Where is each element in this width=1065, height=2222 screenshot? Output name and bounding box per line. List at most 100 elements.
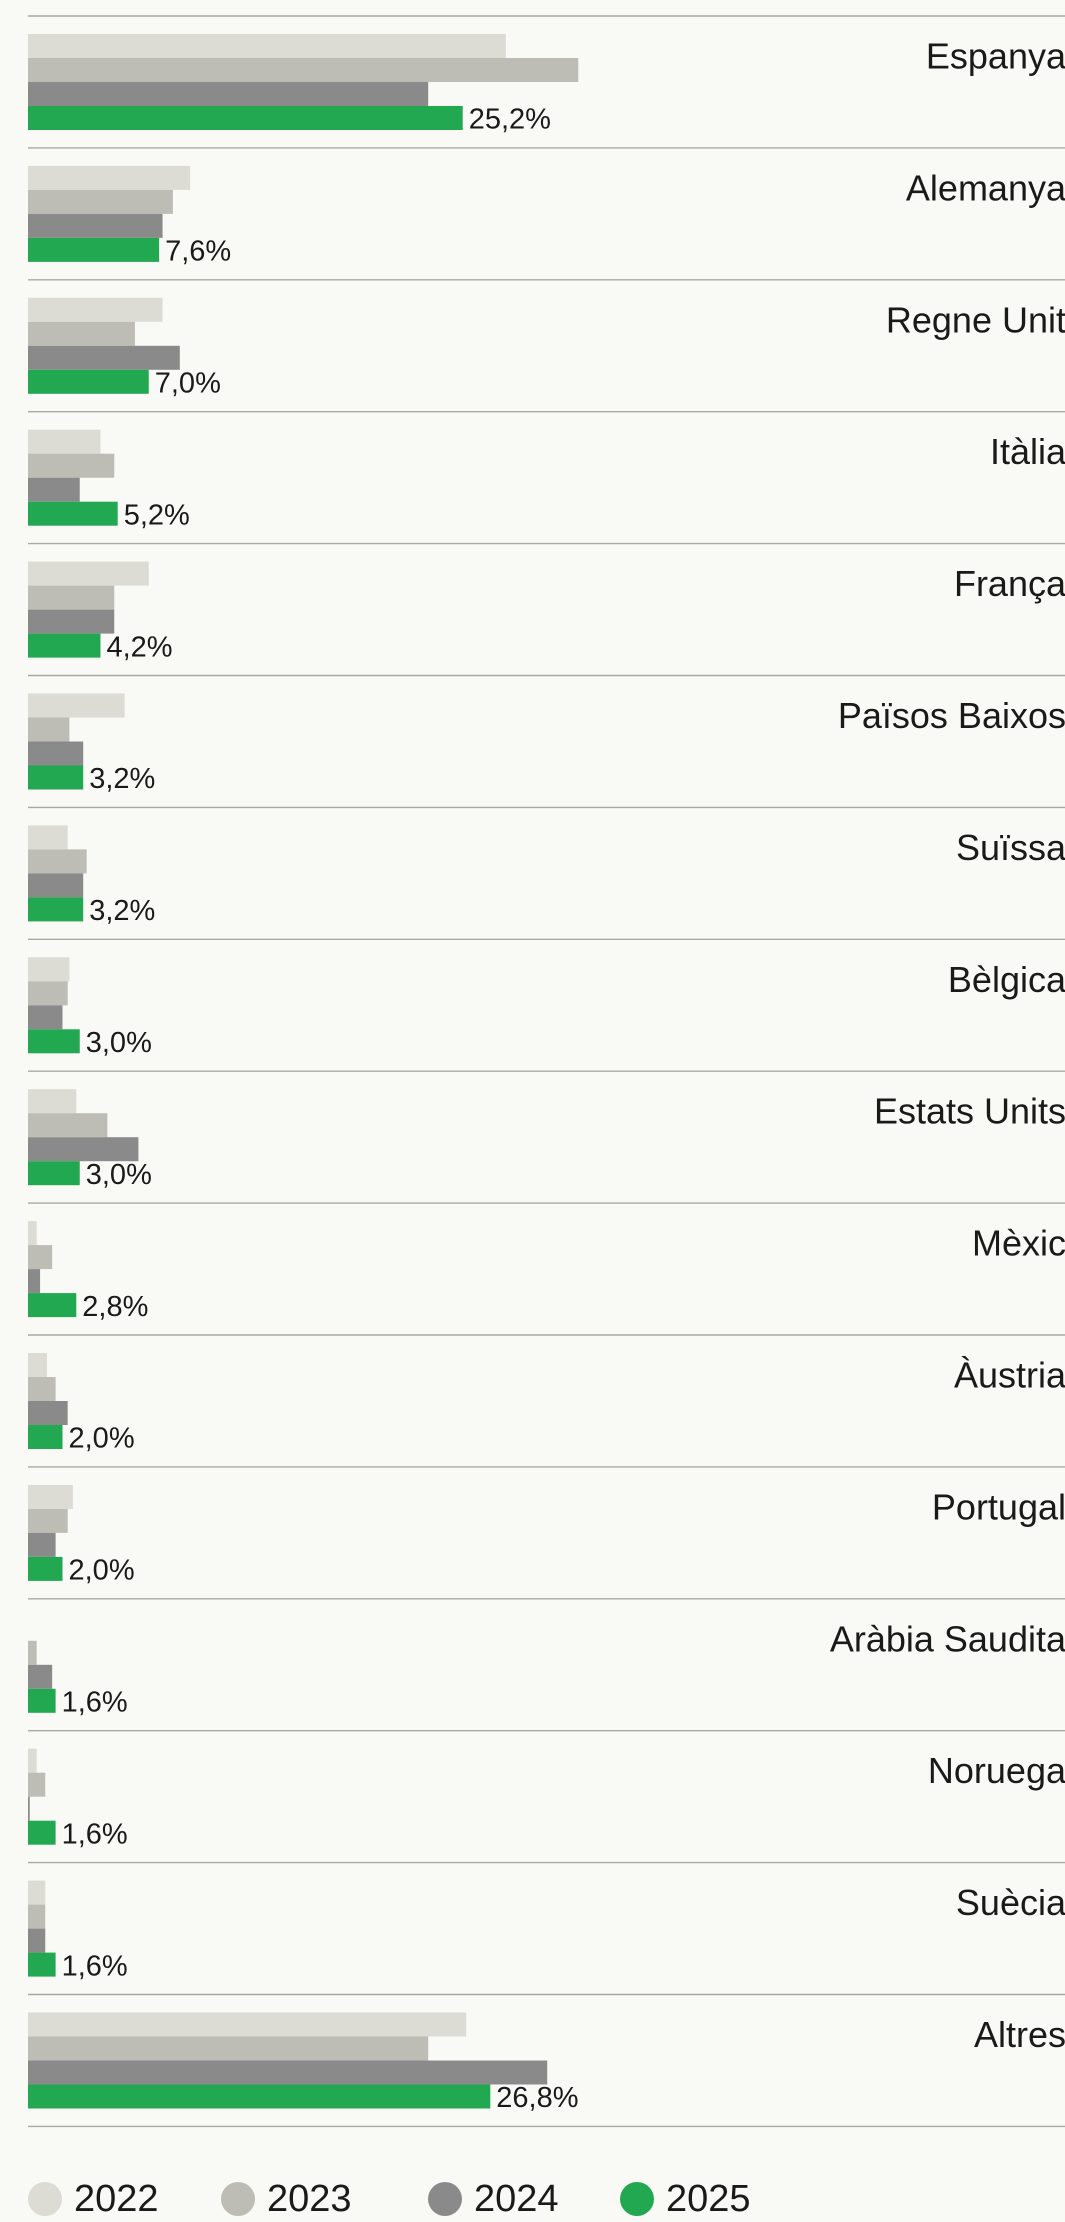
bar [28,633,101,658]
bar [28,1089,77,1114]
bar [28,213,163,238]
bar [28,237,160,262]
bar [28,2012,467,2037]
legend-swatch [620,2182,654,2216]
category-label: Espanya [926,36,1065,77]
bar [28,1508,68,1533]
category-label: Suècia [956,1882,1065,1923]
bar [28,585,115,610]
value-label: 2,8% [82,1291,148,1323]
bar [28,1880,46,1905]
bar [28,477,80,502]
bar [28,501,118,526]
value-label: 7,0% [155,367,221,399]
value-label: 3,2% [89,895,155,927]
bar [28,1113,108,1138]
bar [28,1748,37,1773]
bar [28,321,135,346]
bar [28,2036,429,2061]
bar [28,873,84,898]
legend-swatch [28,2182,62,2216]
bar [28,189,173,214]
bar [28,1904,46,1929]
value-label: 2,0% [69,1423,135,1455]
legend-swatch [221,2182,255,2216]
legend-swatch [428,2182,462,2216]
category-label: Altres [974,2014,1065,2055]
category-label: França [954,563,1065,604]
bar [28,1221,37,1246]
bar [28,1688,56,1713]
bar [28,369,149,394]
category-label: Suïssa [956,827,1065,868]
bar [28,1293,77,1318]
bar [28,1796,30,1821]
bar [28,1532,56,1557]
bar [28,1005,63,1030]
bar [28,1401,68,1425]
bar [28,741,84,766]
bar [28,561,149,586]
legend-label: 2025 [666,2178,751,2220]
bar [28,1928,46,1953]
bar [28,2060,548,2085]
category-label: Mèxic [972,1223,1065,1264]
bar [28,1245,53,1270]
category-label: Bèlgica [948,959,1065,1000]
category-label: Noruega [928,1750,1065,1791]
bar [28,1952,56,1977]
bar [28,2084,491,2109]
bar [28,1425,63,1449]
bar [28,1353,47,1377]
bar [28,849,87,874]
bar [28,58,579,82]
category-label: Estats Units [874,1091,1065,1132]
category-label: Portugal [932,1486,1065,1527]
bar [28,1137,139,1162]
bar [28,1029,80,1054]
bar [28,106,463,130]
bar [28,1664,53,1689]
category-label: Itàlia [990,431,1065,472]
legend-label: 2022 [74,2178,159,2220]
bar [28,1484,73,1509]
bar [28,957,70,982]
bar [28,717,70,742]
bar [28,429,101,454]
value-label: 1,6% [62,1686,128,1718]
bar [28,453,115,478]
bar [28,609,115,634]
value-label: 3,0% [86,1027,152,1059]
legend-label: 2023 [267,2178,352,2220]
value-label: 4,2% [106,631,172,663]
category-label: Àustria [954,1355,1065,1396]
bar [28,1772,46,1797]
value-label: 1,6% [62,1818,128,1850]
category-label: Aràbia Saudita [830,1618,1065,1659]
bar [28,345,180,370]
bar [28,981,68,1006]
bar [28,297,163,322]
bar [28,897,84,922]
value-label: 7,6% [165,236,231,268]
legend-label: 2024 [474,2178,559,2220]
bar [28,34,506,58]
value-label: 26,8% [496,2082,578,2114]
bar [28,165,191,190]
category-label: Països Baixos [838,695,1065,736]
bar [28,1377,56,1401]
bar [28,82,429,106]
bar [28,1161,80,1186]
category-label: Alemanya [906,167,1065,208]
category-label: Regne Unit [886,299,1065,340]
bar [28,1640,37,1665]
bar [28,693,125,718]
value-label: 5,2% [124,499,190,531]
value-label: 1,6% [62,1950,128,1982]
bar [28,1269,41,1294]
value-label: 3,2% [89,763,155,795]
bar [28,765,84,790]
value-label: 25,2% [469,104,551,136]
